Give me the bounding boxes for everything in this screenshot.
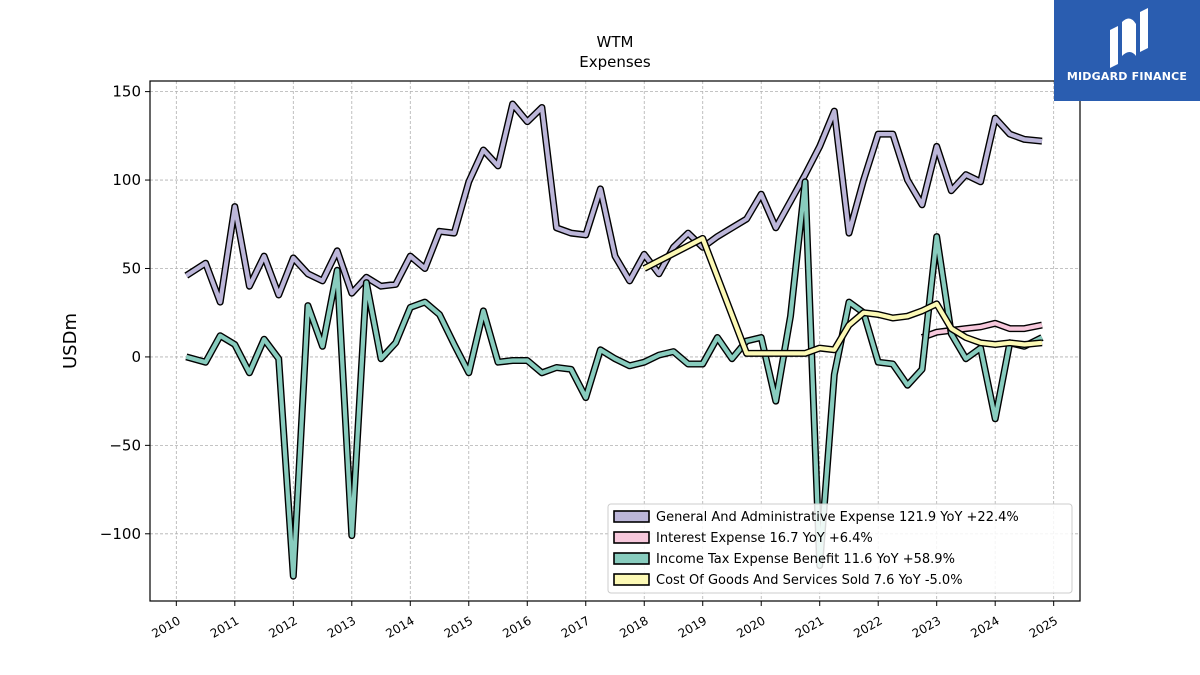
y-tick-label: 0 bbox=[131, 348, 141, 366]
x-tick-label: 2010 bbox=[149, 613, 182, 640]
x-tick-label: 2013 bbox=[325, 613, 358, 640]
x-tick-label: 2019 bbox=[676, 613, 709, 640]
brand-logo: MIDGARD FINANCE bbox=[1054, 0, 1200, 101]
y-axis: −100 −50 0 50 100 150 bbox=[100, 83, 150, 543]
x-tick-label: 2014 bbox=[383, 613, 416, 640]
x-tick-label: 2024 bbox=[968, 613, 1001, 640]
chart-title: WTM bbox=[597, 33, 634, 51]
y-tick-label: −100 bbox=[100, 525, 141, 543]
series-line-cost-of-goods-and-services-sold bbox=[643, 236, 1043, 356]
series-line-general-and-administrative-expense bbox=[185, 101, 1043, 305]
legend-swatch bbox=[613, 552, 650, 565]
x-tick-label: 2012 bbox=[266, 613, 299, 640]
legend-item: Cost Of Goods And Services Sold 7.6 YoY … bbox=[613, 573, 963, 588]
series-line-interest-expense bbox=[921, 321, 1043, 340]
legend-label: Income Tax Expense Benefit 11.6 YoY +58.… bbox=[656, 552, 955, 567]
y-axis-label: USDm bbox=[60, 313, 81, 369]
x-tick-label: 2021 bbox=[793, 613, 826, 640]
midgard-logo-icon bbox=[1110, 8, 1148, 68]
legend-item: Interest Expense 16.7 YoY +6.4% bbox=[613, 531, 873, 546]
legend-label: General And Administrative Expense 121.9… bbox=[656, 510, 1019, 525]
legend-item: Income Tax Expense Benefit 11.6 YoY +58.… bbox=[613, 552, 955, 567]
x-tick-label: 2018 bbox=[617, 613, 650, 640]
y-tick-label: 150 bbox=[112, 83, 141, 101]
x-tick-label: 2020 bbox=[734, 613, 767, 640]
x-tick-label: 2025 bbox=[1027, 613, 1060, 640]
y-tick-label: 50 bbox=[122, 259, 141, 277]
brand-name: MIDGARD FINANCE bbox=[1066, 70, 1188, 83]
x-tick-label: 2016 bbox=[500, 613, 533, 640]
series-outline-general-and-administrative-expense bbox=[184, 100, 1043, 306]
x-tick-label: 2023 bbox=[910, 613, 943, 640]
legend-item: General And Administrative Expense 121.9… bbox=[613, 510, 1019, 525]
legend-swatch bbox=[613, 510, 650, 523]
x-tick-label: 2011 bbox=[208, 613, 241, 640]
x-tick-label: 2022 bbox=[851, 613, 884, 640]
legend: General And Administrative Expense 121.9… bbox=[607, 503, 1073, 594]
y-tick-label: 100 bbox=[112, 171, 141, 189]
legend-box bbox=[607, 503, 1073, 594]
grid bbox=[150, 81, 1080, 601]
chart-subtitle: Expenses bbox=[579, 53, 651, 71]
y-tick-label: −50 bbox=[109, 436, 141, 454]
x-tick-label: 2017 bbox=[559, 613, 592, 640]
legend-label: Cost Of Goods And Services Sold 7.6 YoY … bbox=[656, 573, 963, 588]
legend-swatch bbox=[613, 573, 650, 586]
x-axis: 2010 2011 2012 2013 2014 2015 2016 2017 2018 2019… bbox=[149, 601, 1060, 641]
x-tick-label: 2015 bbox=[442, 613, 475, 640]
series-line-income-tax-expense-benefit bbox=[185, 179, 1043, 579]
plot-frame bbox=[149, 80, 1081, 602]
legend-swatch bbox=[613, 531, 650, 544]
legend-label: Interest Expense 16.7 YoY +6.4% bbox=[656, 531, 873, 546]
series-layer bbox=[184, 100, 1044, 580]
